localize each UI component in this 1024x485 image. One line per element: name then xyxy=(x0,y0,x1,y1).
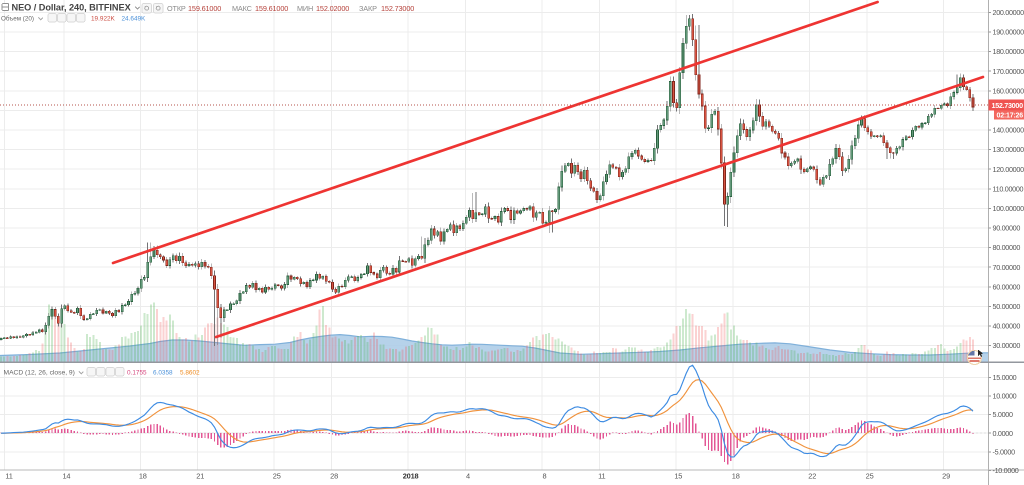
svg-text:4: 4 xyxy=(466,472,470,481)
svg-text:180.00000: 180.00000 xyxy=(993,47,1024,56)
svg-text:140.00000: 140.00000 xyxy=(993,126,1024,135)
svg-text:-5.0000: -5.0000 xyxy=(993,447,1016,456)
svg-text:NEO / Dollar, 240, BITFINEX: NEO / Dollar, 240, BITFINEX xyxy=(12,3,132,13)
svg-text:МИН: МИН xyxy=(297,4,313,13)
svg-text:5.8602: 5.8602 xyxy=(180,370,200,377)
svg-text:-10.0000: -10.0000 xyxy=(993,466,1019,475)
svg-text:0.0000: 0.0000 xyxy=(993,429,1013,438)
svg-text:2018: 2018 xyxy=(403,472,419,481)
svg-text:18: 18 xyxy=(732,472,740,481)
svg-text:8: 8 xyxy=(542,472,546,481)
svg-text:25: 25 xyxy=(866,472,874,481)
svg-text:159.61000: 159.61000 xyxy=(255,4,288,13)
svg-text:15: 15 xyxy=(674,472,682,481)
svg-text:5.0000: 5.0000 xyxy=(993,410,1013,419)
svg-text:170.00000: 170.00000 xyxy=(993,67,1024,76)
svg-text:152.73000: 152.73000 xyxy=(992,101,1024,110)
svg-text:ЗАКР: ЗАКР xyxy=(359,4,377,13)
svg-text:80.00000: 80.00000 xyxy=(993,243,1021,252)
svg-text:02:17:26: 02:17:26 xyxy=(997,113,1024,120)
svg-text:159.61000: 159.61000 xyxy=(188,4,221,13)
svg-text:28: 28 xyxy=(330,472,338,481)
svg-text:0.1755: 0.1755 xyxy=(127,370,147,377)
svg-text:ОТКР: ОТКР xyxy=(167,4,186,13)
svg-text:90.00000: 90.00000 xyxy=(993,224,1021,233)
svg-text:15.0000: 15.0000 xyxy=(993,373,1017,382)
svg-text:160.00000: 160.00000 xyxy=(993,86,1024,95)
svg-text:100.00000: 100.00000 xyxy=(993,204,1024,213)
svg-text:25: 25 xyxy=(273,472,281,481)
svg-text:130.00000: 130.00000 xyxy=(993,145,1024,154)
svg-text:18: 18 xyxy=(139,472,147,481)
svg-text:50.00000: 50.00000 xyxy=(993,302,1021,311)
svg-text:24.649K: 24.649K xyxy=(122,16,147,23)
svg-text:10.0000: 10.0000 xyxy=(993,392,1017,401)
svg-text:22: 22 xyxy=(808,472,816,481)
svg-text:11: 11 xyxy=(5,472,12,481)
svg-text:200.00000: 200.00000 xyxy=(993,8,1024,17)
svg-text:MACD (12, 26, close, 9): MACD (12, 26, close, 9) xyxy=(4,370,75,377)
svg-text:МАКС: МАКС xyxy=(232,4,252,13)
svg-text:6.0358: 6.0358 xyxy=(153,370,173,377)
svg-text:190.00000: 190.00000 xyxy=(993,28,1024,37)
svg-text:11: 11 xyxy=(598,472,605,481)
svg-text:19.922K: 19.922K xyxy=(91,16,116,23)
svg-text:21: 21 xyxy=(196,472,204,481)
svg-text:14: 14 xyxy=(62,472,70,481)
svg-text:152.02000: 152.02000 xyxy=(316,4,349,13)
svg-text:29: 29 xyxy=(942,472,950,481)
svg-text:110.00000: 110.00000 xyxy=(993,184,1024,193)
svg-text:152.73000: 152.73000 xyxy=(381,4,414,13)
svg-text:40.00000: 40.00000 xyxy=(993,322,1021,331)
svg-text:30.00000: 30.00000 xyxy=(993,341,1021,350)
svg-text:Объем (20): Объем (20) xyxy=(1,14,34,22)
svg-text:120.00000: 120.00000 xyxy=(993,165,1024,174)
svg-text:60.00000: 60.00000 xyxy=(993,282,1021,291)
svg-text:70.00000: 70.00000 xyxy=(993,263,1021,272)
